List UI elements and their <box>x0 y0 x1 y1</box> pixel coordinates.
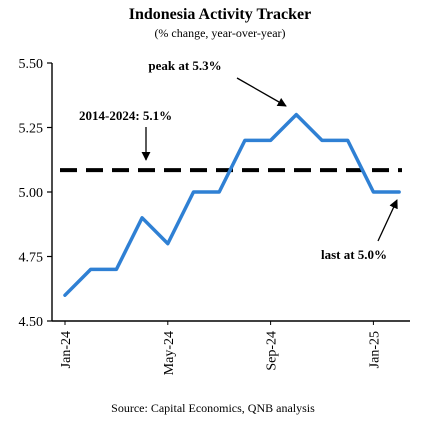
y-tick-label: 5.25 <box>19 122 44 137</box>
y-tick-label: 5.50 <box>19 57 44 72</box>
chart-title: Indonesia Activity Tracker <box>129 6 312 23</box>
peak-annotation: peak at 5.3% <box>148 58 221 73</box>
x-tick-label: Sep-24 <box>265 331 280 371</box>
y-axis: 4.50 4.75 5.00 5.25 5.50 <box>19 57 52 330</box>
y-tick-label: 4.50 <box>19 315 44 330</box>
series-line <box>63 112 401 297</box>
last-annotation: last at 5.0% <box>321 247 387 262</box>
source-note: Source: Capital Economics, QNB analysis <box>111 401 315 415</box>
x-tick-label: May-24 <box>162 331 177 375</box>
y-tick-label: 4.75 <box>19 251 44 266</box>
x-tick-label: Jan-24 <box>59 331 74 368</box>
chart-subtitle: (% change, year-over-year) <box>154 26 285 40</box>
last-annotation-arrow <box>377 199 398 242</box>
x-axis: Jan-24 May-24 Sep-24 Jan-25 <box>59 321 382 375</box>
reference-line-label: 2014-2024: 5.1% <box>79 108 172 123</box>
y-tick-label: 5.00 <box>19 186 44 201</box>
x-tick-label: Jan-25 <box>367 331 382 368</box>
peak-annotation-arrow <box>236 77 287 107</box>
